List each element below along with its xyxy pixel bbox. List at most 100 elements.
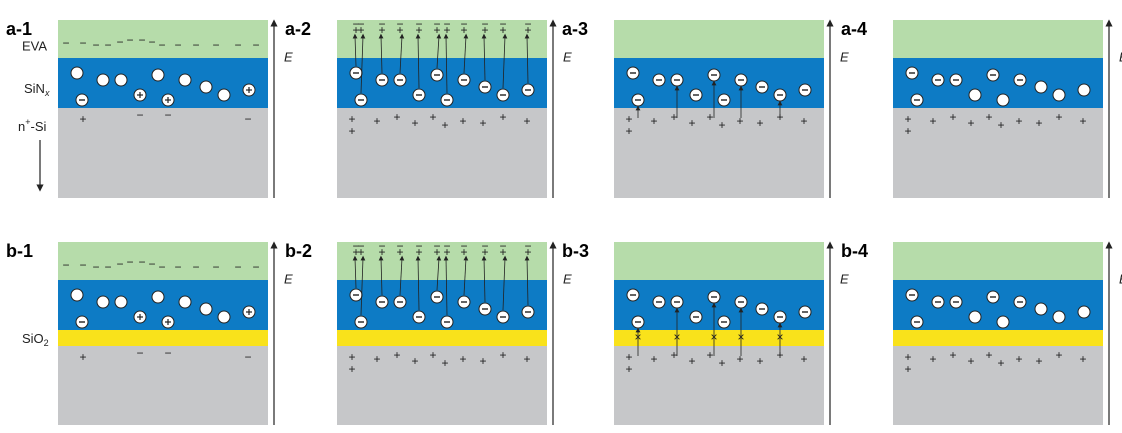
induced-charge: + — [378, 245, 385, 259]
si-charge: + — [756, 116, 763, 130]
eva-charge: − — [126, 255, 133, 269]
induced-charge: + — [524, 245, 531, 259]
eva-charge: − — [126, 33, 133, 47]
eva-charge: − — [79, 258, 86, 272]
eva-charge: − — [148, 257, 155, 271]
si-charge: + — [800, 114, 807, 128]
si-charge: + — [411, 116, 418, 130]
ion — [969, 89, 981, 101]
eva-charge: − — [174, 38, 181, 52]
ion — [1053, 89, 1065, 101]
si-charge: + — [985, 110, 992, 124]
si-charge: + — [718, 118, 725, 132]
induced-charge: + — [396, 23, 403, 37]
si-charge: + — [776, 348, 783, 362]
si-layer — [58, 346, 268, 425]
si-charge: + — [949, 348, 956, 362]
si-charge: + — [523, 114, 530, 128]
si-charge: + — [1055, 348, 1062, 362]
sio2-layer — [58, 330, 268, 346]
si-charge: + — [429, 348, 436, 362]
si-charge: + — [776, 110, 783, 124]
field-label: E — [840, 49, 849, 64]
si-charge: + — [929, 114, 936, 128]
si-charge: + — [688, 116, 695, 130]
field-label: E — [284, 49, 293, 64]
ion — [969, 311, 981, 323]
blocked: × — [737, 330, 744, 344]
blocked: × — [634, 330, 641, 344]
induced-charge: + — [443, 245, 450, 259]
eva-charge: − — [174, 260, 181, 274]
si-charge: + — [373, 352, 380, 366]
si-charge: + — [706, 348, 713, 362]
panel-label: b-3 — [562, 241, 589, 261]
ion — [1078, 306, 1090, 318]
si-charge: + — [1035, 116, 1042, 130]
ion — [97, 296, 109, 308]
induced-charge: + — [481, 23, 488, 37]
induced-charge: + — [460, 245, 467, 259]
si-charge: + — [967, 116, 974, 130]
eva-charge: − — [62, 258, 69, 272]
eva-layer — [614, 242, 824, 280]
eva-charge: − — [158, 260, 165, 274]
si-charge: + — [718, 356, 725, 370]
si-charge: + — [904, 362, 911, 376]
si-charge: + — [670, 348, 677, 362]
ion — [152, 69, 164, 81]
eva-charge: − — [92, 38, 99, 52]
blocked: × — [673, 330, 680, 344]
ion — [152, 291, 164, 303]
si-layer — [58, 108, 268, 198]
si-charge: − — [164, 108, 171, 122]
si-charge: + — [650, 352, 657, 366]
si-charge: − — [164, 346, 171, 360]
sio2-layer — [337, 330, 547, 346]
blocked: × — [776, 330, 783, 344]
si-charge: + — [625, 362, 632, 376]
eva-charge: − — [116, 35, 123, 49]
layer-label: SiO2 — [22, 331, 49, 348]
eva-charge: − — [79, 36, 86, 50]
induced-charge: + — [443, 23, 450, 37]
diagram: EVA SiNx n+-Si SiO2 a-1E−−−−−−−−−−−−−−+−… — [0, 0, 1122, 428]
si-charge: − — [136, 108, 143, 122]
ion — [115, 296, 127, 308]
panel-label: a-2 — [285, 19, 311, 39]
field-label: E — [563, 49, 572, 64]
ion — [997, 316, 1009, 328]
si-charge: + — [736, 114, 743, 128]
si-charge: − — [244, 350, 251, 364]
eva-layer — [337, 20, 547, 58]
si-charge: + — [997, 118, 1004, 132]
si-charge: + — [1055, 110, 1062, 124]
eva-charge: − — [234, 38, 241, 52]
si-charge: + — [1015, 352, 1022, 366]
induced-charge: + — [460, 23, 467, 37]
induced-charge: + — [524, 23, 531, 37]
eva-charge: − — [116, 257, 123, 271]
layer-label: n+-Si — [18, 117, 47, 134]
ion — [179, 74, 191, 86]
si-charge: + — [479, 116, 486, 130]
induced-charge: + — [433, 245, 440, 259]
induced-charge: + — [481, 245, 488, 259]
induced-charge: + — [499, 23, 506, 37]
induced-charge: + — [433, 23, 440, 37]
ion — [1078, 84, 1090, 96]
eva-charge: − — [158, 38, 165, 52]
si-charge: + — [736, 352, 743, 366]
panel-label: a-3 — [562, 19, 588, 39]
eva-charge: − — [212, 260, 219, 274]
eva-charge: − — [192, 260, 199, 274]
ion — [200, 303, 212, 315]
field-label: E — [284, 271, 293, 286]
eva-layer — [893, 20, 1103, 58]
ion — [1053, 311, 1065, 323]
si-charge: + — [670, 110, 677, 124]
si-charge: + — [625, 124, 632, 138]
si-charge: + — [997, 356, 1004, 370]
induced-charge: + — [499, 245, 506, 259]
panel-label: a-4 — [841, 19, 867, 39]
